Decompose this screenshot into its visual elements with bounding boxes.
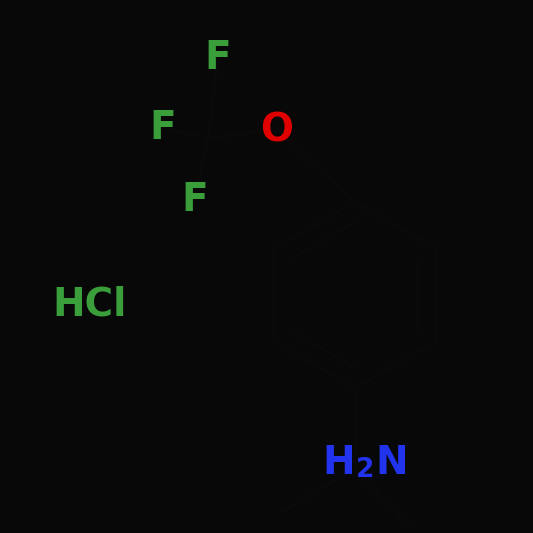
Text: N: N [375, 444, 408, 482]
Text: F: F [150, 109, 176, 147]
Text: 2: 2 [356, 457, 374, 483]
Text: O: O [261, 111, 294, 149]
Text: H: H [322, 444, 355, 482]
Text: F: F [182, 181, 208, 219]
Text: HCl: HCl [52, 286, 126, 324]
Text: F: F [205, 39, 231, 77]
